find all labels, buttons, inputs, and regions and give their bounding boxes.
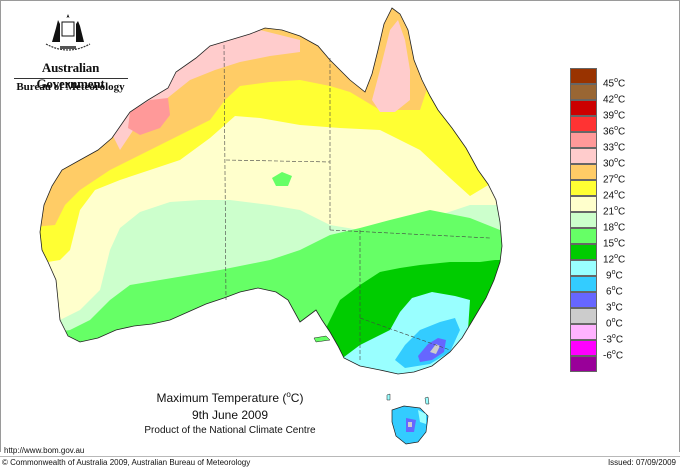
legend-label-3: 3oC (606, 301, 623, 314)
legend-label-42: 42oC (603, 93, 626, 106)
legend-label-24: 24oC (603, 189, 626, 202)
legend-swatch-minus3 (570, 324, 597, 340)
legend-swatch-33 (570, 132, 597, 148)
legend-swatch-0 (570, 308, 597, 324)
legend-swatch-39 (570, 100, 597, 116)
map-date: 9th June 2009 (191, 408, 269, 422)
legend-swatch-24 (570, 180, 597, 196)
government-logo: Australian Government Bureau of Meteorol… (8, 8, 133, 96)
legend-label-33: 33oC (603, 141, 626, 154)
legend-swatch-3 (570, 292, 597, 308)
legend-label-9: 9oC (606, 269, 623, 282)
coat-of-arms-icon (45, 14, 91, 51)
government-title: Australian Government (36, 60, 105, 91)
legend-label-45: 45oC (603, 77, 626, 90)
legend-swatch-9 (570, 260, 597, 276)
map-title: Maximum Temperature (oC) (156, 390, 304, 405)
legend-swatch-30 (570, 148, 597, 164)
issued-date: Issued: 07/09/2009 (607, 458, 676, 467)
legend-label-minus3: -3oC (603, 333, 624, 346)
legend-label-6: 6oC (606, 285, 623, 298)
legend-swatch-21 (570, 196, 597, 212)
legend-swatch-45 (570, 68, 597, 84)
legend-label-18: 18oC (603, 221, 626, 234)
legend-label-21: 21oC (603, 205, 626, 218)
copyright-text: © Commonwealth of Australia 2009, Austra… (2, 458, 251, 467)
legend-swatch-minus6 (570, 340, 597, 356)
legend-swatch-18 (570, 212, 597, 228)
map-product-note: Product of the National Climate Centre (144, 425, 316, 436)
legend-swatch-below (570, 356, 597, 372)
legend-label-12: 12oC (603, 253, 626, 266)
bureau-title: Bureau of Meteorology (16, 81, 125, 93)
legend-swatch-15 (570, 228, 597, 244)
legend-swatch-36 (570, 116, 597, 132)
legend-label-36: 36oC (603, 125, 626, 138)
legend-label-27: 27oC (603, 173, 626, 186)
temperature-map (39, 7, 503, 445)
footer-divider (0, 456, 680, 457)
legend-label-30: 30oC (603, 157, 626, 170)
legend-label-15: 15oC (603, 237, 626, 250)
logo-divider (14, 78, 128, 79)
legend-swatch-6 (570, 276, 597, 292)
legend-label-minus6: -6oC (603, 349, 624, 362)
legend-label-0: 0oC (606, 317, 623, 330)
website-url: http://www.bom.gov.au (4, 446, 85, 455)
map-caption: Maximum Temperature (oC) 9th June 2009 P… (130, 386, 330, 438)
legend-swatch-42 (570, 84, 597, 100)
legend-label-39: 39oC (603, 109, 626, 122)
legend-swatch-12 (570, 244, 597, 260)
legend-swatch-27 (570, 164, 597, 180)
